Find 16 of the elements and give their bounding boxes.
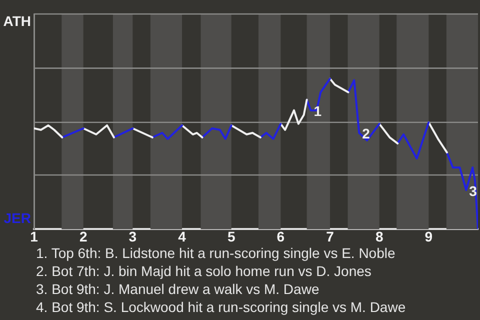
text: JER <box>4 210 31 226</box>
x-tick-label: 5 <box>227 228 236 244</box>
x-tick-label: 7 <box>326 228 334 244</box>
text: 4. Bot 9th: S. Lockwood hit a run-scoring single vs M. Dawe <box>36 298 406 316</box>
x-tick-label: 8 <box>375 228 384 244</box>
x-tick-label: 1 <box>30 228 38 244</box>
x-tick-label: 2 <box>79 228 88 244</box>
x-tick-label: 4 <box>178 228 186 244</box>
annotation: 1 <box>314 103 322 120</box>
text: 2. Bot 7th: J. bin Majd hit a solo home run vs D. Jones <box>36 262 372 280</box>
x-tick-label: 6 <box>276 228 285 244</box>
x-tick-label: 3 <box>128 228 137 244</box>
text: 1. Top 6th: B. Lidstone hit a run-scoring single vs E. Noble <box>36 244 396 262</box>
x-tick-label: 9 <box>424 228 433 244</box>
text: ATH <box>3 12 31 29</box>
text: 3. Bot 9th: J. Manuel drew a walk vs M. Dawe <box>36 280 320 298</box>
